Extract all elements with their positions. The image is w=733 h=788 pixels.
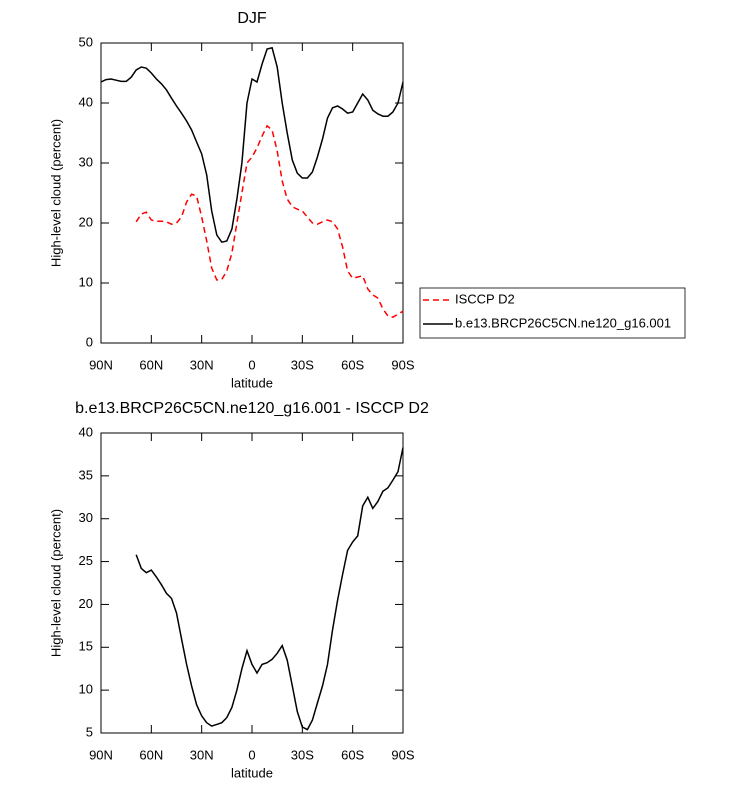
x-tick-label: 60N bbox=[139, 357, 163, 372]
x-tick-label: 30S bbox=[291, 747, 314, 762]
y-tick-label: 30 bbox=[79, 154, 93, 169]
plot-frame bbox=[100, 42, 404, 344]
plot-frame bbox=[100, 432, 404, 734]
x-tick-label: 30N bbox=[190, 357, 214, 372]
x-tick-label: 60S bbox=[341, 357, 364, 372]
x-tick-label: 90S bbox=[391, 747, 414, 762]
x-tick-label: 60S bbox=[341, 747, 364, 762]
y-axis-label: High-level cloud (percent) bbox=[48, 509, 63, 657]
y-tick-label: 10 bbox=[79, 274, 93, 289]
y-tick-label: 30 bbox=[79, 510, 93, 525]
y-tick-label: 35 bbox=[79, 467, 93, 482]
x-tick-label: 90N bbox=[89, 357, 113, 372]
y-tick-label: 20 bbox=[79, 596, 93, 611]
x-tick-label: 90S bbox=[391, 357, 414, 372]
data-line bbox=[100, 46, 404, 244]
chart-title: b.e13.BRCP26C5CN.ne120_g16.001 - ISCCP D… bbox=[75, 400, 429, 417]
x-tick-label: 90N bbox=[89, 747, 113, 762]
y-tick-label: 20 bbox=[79, 214, 93, 229]
x-axis-label: latitude bbox=[231, 375, 273, 390]
legend-label: b.e13.BRCP26C5CN.ne120_g16.001 bbox=[455, 315, 671, 330]
y-tick-label: 0 bbox=[86, 334, 93, 349]
data-line bbox=[135, 447, 404, 731]
y-tick-label: 10 bbox=[79, 682, 93, 697]
y-tick-label: 40 bbox=[79, 94, 93, 109]
x-tick-label: 0 bbox=[248, 747, 255, 762]
y-tick-label: 15 bbox=[79, 639, 93, 654]
x-tick-label: 0 bbox=[248, 357, 255, 372]
legend-label: ISCCP D2 bbox=[455, 291, 515, 306]
y-axis-label: High-level cloud (percent) bbox=[48, 119, 63, 267]
x-axis-label: latitude bbox=[231, 765, 273, 780]
y-tick-label: 5 bbox=[86, 724, 93, 739]
y-tick-label: 25 bbox=[79, 553, 93, 568]
y-tick-label: 40 bbox=[79, 424, 93, 439]
y-tick-label: 50 bbox=[79, 34, 93, 49]
x-tick-label: 60N bbox=[139, 747, 163, 762]
x-tick-label: 30N bbox=[190, 747, 214, 762]
data-line bbox=[135, 124, 404, 318]
legend-box bbox=[419, 287, 686, 339]
x-tick-label: 30S bbox=[291, 357, 314, 372]
chart-title: DJF bbox=[237, 10, 267, 27]
